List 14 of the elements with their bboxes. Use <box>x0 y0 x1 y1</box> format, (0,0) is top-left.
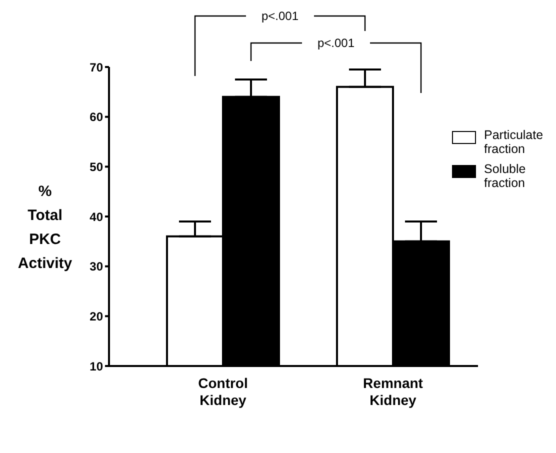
y-tick-label: 40 <box>90 210 104 224</box>
x-tick-label: Control Kidney <box>198 375 248 408</box>
text: p<.001 <box>317 36 355 50</box>
y-tick-label: 70 <box>90 60 104 74</box>
text: p<.001 <box>261 9 299 23</box>
y-tick-label: 10 <box>90 359 104 374</box>
y-tick-label: 50 <box>90 160 104 174</box>
legend-label: Soluble fraction <box>484 162 527 190</box>
legend-label: Particulate fraction <box>484 128 544 156</box>
y-tick-label: 20 <box>90 309 104 324</box>
y-axis-title: % Total PKC Activity <box>16 182 74 274</box>
y-tick-label: 30 <box>90 260 104 274</box>
x-tick-label: Remnant Kidney <box>363 375 424 408</box>
y-tick-label: 60 <box>90 110 104 124</box>
